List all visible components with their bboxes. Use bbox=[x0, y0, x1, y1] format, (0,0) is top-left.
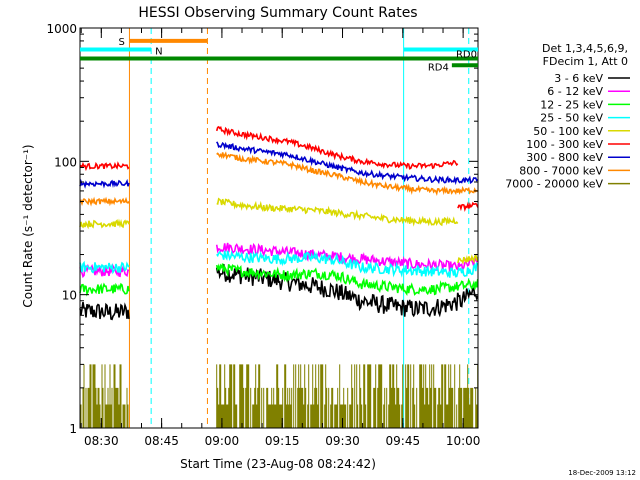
series-1-segment-1 bbox=[215, 242, 479, 272]
legend: Det 1,3,4,5,6,9, FDecim 1, Att 0 3 - 6 k… bbox=[505, 42, 630, 191]
y-axis-label: Count Rate (s⁻¹ detector⁻¹) bbox=[21, 144, 35, 307]
series-2-segment-1 bbox=[215, 263, 479, 297]
series-5-segment-0 bbox=[79, 161, 130, 172]
flag-label-4: RD4 bbox=[428, 62, 449, 73]
y-tick-label-3: 1000 bbox=[46, 22, 77, 36]
legend-header-1: Det 1,3,4,5,6,9, bbox=[542, 42, 628, 55]
legend-header-2: FDecim 1, Att 0 bbox=[543, 55, 628, 68]
x-tick-label-3: 09:15 bbox=[265, 434, 300, 448]
plot-area bbox=[79, 28, 479, 428]
x-tick-label-4: 09:30 bbox=[325, 434, 360, 448]
series-8-segment-1 bbox=[216, 364, 479, 428]
plot-frame bbox=[79, 27, 479, 429]
timestamp: 18-Dec-2009 13:12 bbox=[568, 469, 636, 477]
series-5-segment-1 bbox=[215, 125, 459, 170]
axes: 1 10 100 1000 08:30 08:45 09:00 09:15 09:30 09:45… bbox=[46, 22, 480, 448]
legend-label-4: 50 - 100 keV bbox=[533, 125, 603, 138]
series-7-segment-0 bbox=[79, 196, 130, 207]
series-0-segment-1 bbox=[215, 264, 479, 318]
series-7 bbox=[79, 151, 479, 207]
x-tick-label-0: 08:30 bbox=[84, 434, 119, 448]
series-4-segment-1 bbox=[216, 197, 459, 227]
flag-label-3: RD0 bbox=[456, 50, 477, 61]
legend-label-5: 100 - 300 keV bbox=[526, 138, 603, 151]
x-axis-label: Start Time (23-Aug-08 08:24:42) bbox=[180, 457, 376, 471]
series-4-segment-0 bbox=[79, 218, 130, 230]
series-6 bbox=[79, 141, 479, 189]
series-4-segment-2 bbox=[457, 253, 479, 265]
x-tick-label-1: 08:45 bbox=[144, 434, 179, 448]
series-2 bbox=[79, 263, 479, 297]
legend-label-7: 800 - 7000 keV bbox=[519, 164, 603, 177]
series-5-segment-2 bbox=[457, 201, 479, 213]
flag-bars: S N RD0 RD4 bbox=[80, 37, 478, 73]
series-3 bbox=[79, 250, 479, 278]
series-0 bbox=[79, 264, 479, 321]
series-6-segment-0 bbox=[79, 178, 130, 189]
series-8-segment-0 bbox=[79, 364, 129, 428]
series-6-segment-1 bbox=[216, 141, 479, 186]
series-3-segment-0 bbox=[79, 260, 130, 275]
flag-label-0: S bbox=[118, 37, 124, 48]
series-2-segment-0 bbox=[79, 282, 130, 297]
series-3-segment-1 bbox=[216, 250, 479, 278]
y-tick-label-1: 10 bbox=[62, 289, 77, 303]
legend-label-3: 25 - 50 keV bbox=[540, 112, 603, 125]
series-5 bbox=[79, 125, 479, 213]
y-tick-label-0: 1 bbox=[69, 422, 77, 436]
x-tick-label-5: 09:45 bbox=[386, 434, 421, 448]
legend-label-1: 6 - 12 keV bbox=[547, 85, 603, 98]
legend-label-8: 7000 - 20000 keV bbox=[505, 178, 603, 191]
series-7-segment-1 bbox=[216, 151, 479, 196]
legend-label-2: 12 - 25 keV bbox=[540, 98, 603, 111]
series-4 bbox=[79, 197, 479, 265]
legend-label-6: 300 - 800 keV bbox=[526, 151, 603, 164]
legend-label-0: 3 - 6 keV bbox=[554, 72, 603, 85]
series-0-segment-0 bbox=[79, 301, 130, 321]
y-tick-label-2: 100 bbox=[54, 155, 77, 169]
x-tick-label-6: 10:00 bbox=[446, 434, 481, 448]
series-8 bbox=[79, 364, 479, 428]
flag-label-1: N bbox=[155, 46, 162, 57]
chart-title: HESSI Observing Summary Count Rates bbox=[138, 5, 417, 21]
x-tick-label-2: 09:00 bbox=[205, 434, 240, 448]
